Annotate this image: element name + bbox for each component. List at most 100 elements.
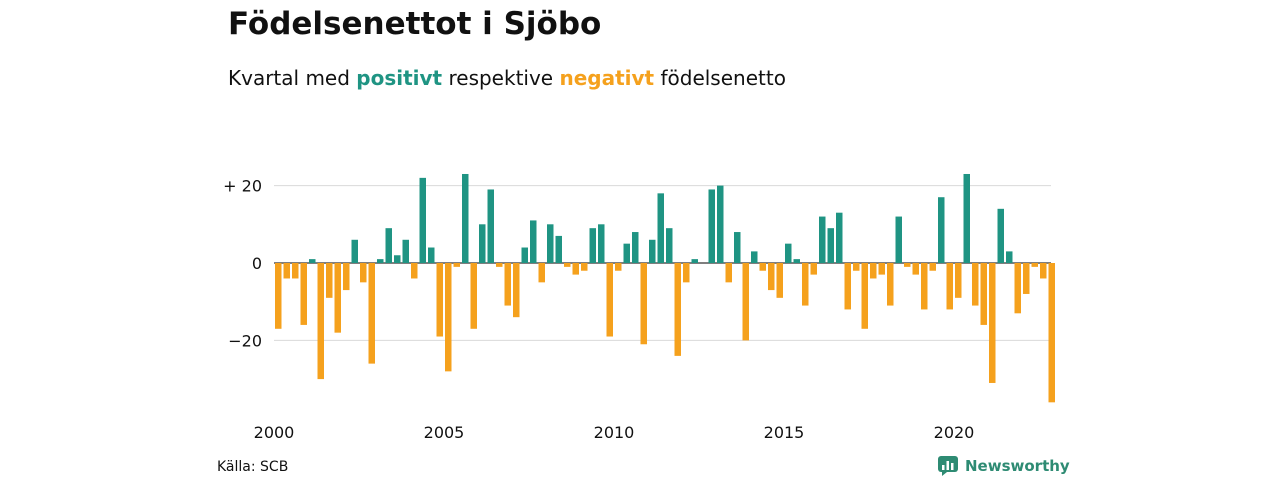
bar xyxy=(929,263,936,271)
bar xyxy=(904,263,911,267)
bar xyxy=(657,193,664,263)
brand-logo[interactable]: Newsworthy xyxy=(938,456,1070,476)
bar xyxy=(870,263,877,279)
bar xyxy=(785,243,792,263)
bar xyxy=(946,263,953,310)
bar xyxy=(997,208,1004,263)
bar xyxy=(691,259,698,263)
bar xyxy=(751,251,758,263)
bar xyxy=(521,247,528,263)
y-tick-label: 0 xyxy=(252,254,262,273)
bar xyxy=(555,235,562,263)
bar xyxy=(802,263,809,306)
bar xyxy=(394,255,401,263)
bar xyxy=(1014,263,1021,314)
bar xyxy=(853,263,860,271)
bar xyxy=(963,173,970,263)
bar xyxy=(419,177,426,263)
bar xyxy=(980,263,987,325)
source-note: Källa: SCB xyxy=(217,459,289,475)
bar xyxy=(878,263,885,275)
bar xyxy=(606,263,613,337)
bar xyxy=(615,263,622,271)
bars xyxy=(275,173,1055,403)
bar xyxy=(300,263,307,325)
bar xyxy=(309,259,316,263)
bar xyxy=(725,263,732,283)
bar xyxy=(623,243,630,263)
bar xyxy=(470,263,477,329)
bar xyxy=(504,263,511,306)
bar xyxy=(972,263,979,306)
subtitle-prefix: Kvartal med xyxy=(228,66,357,90)
bar xyxy=(734,232,741,263)
bar xyxy=(921,263,928,310)
bar xyxy=(955,263,962,298)
x-tick-label: 2005 xyxy=(424,423,465,442)
bar xyxy=(385,228,392,263)
bar xyxy=(453,263,460,267)
bar xyxy=(402,239,409,263)
bar xyxy=(487,189,494,263)
chart-title: Födelsenettot i Sjöbo xyxy=(228,6,602,42)
bar xyxy=(598,224,605,263)
bar xyxy=(564,263,571,267)
bar xyxy=(513,263,520,318)
bar xyxy=(827,228,834,263)
bar xyxy=(819,216,826,263)
bar xyxy=(793,259,800,263)
bar xyxy=(938,197,945,263)
bar xyxy=(708,189,715,263)
bar xyxy=(810,263,817,275)
bar xyxy=(538,263,545,283)
bar xyxy=(479,224,486,263)
bar xyxy=(742,263,749,341)
bar xyxy=(649,239,656,263)
bar xyxy=(462,173,469,263)
bar xyxy=(640,263,647,345)
bar xyxy=(1040,263,1047,279)
bar xyxy=(530,220,537,263)
bar xyxy=(589,228,596,263)
bar xyxy=(411,263,418,279)
tick-labels: + 20 0 −20 2000 2005 2010 2015 2020 xyxy=(223,177,974,442)
bar xyxy=(496,263,503,267)
newsworthy-logo-icon xyxy=(938,456,958,476)
bar xyxy=(674,263,681,356)
bar xyxy=(759,263,766,271)
bar xyxy=(326,263,333,298)
bar xyxy=(776,263,783,298)
bar xyxy=(989,263,996,383)
x-tick-label: 2015 xyxy=(764,423,805,442)
subtitle-suffix: födelsenetto xyxy=(654,66,786,90)
bar xyxy=(887,263,894,306)
bar xyxy=(1031,263,1038,267)
bar xyxy=(283,263,290,279)
bar xyxy=(632,232,639,263)
bar xyxy=(292,263,299,279)
bar xyxy=(428,247,435,263)
bar xyxy=(844,263,851,310)
bar xyxy=(351,239,358,263)
bar xyxy=(768,263,775,291)
bar xyxy=(717,185,724,263)
bar xyxy=(683,263,690,283)
bar xyxy=(275,263,282,329)
bar xyxy=(368,263,375,364)
x-tick-label: 2020 xyxy=(934,423,975,442)
bar xyxy=(1048,263,1055,403)
x-tick-label: 2000 xyxy=(254,423,295,442)
bar xyxy=(1023,263,1030,294)
bar xyxy=(912,263,919,275)
bar xyxy=(547,224,554,263)
bar xyxy=(581,263,588,271)
bar xyxy=(861,263,868,329)
subtitle-positive-word: positivt xyxy=(356,66,443,90)
brand-name: Newsworthy xyxy=(965,457,1070,475)
bar xyxy=(666,228,673,263)
bar xyxy=(360,263,367,283)
bar xyxy=(572,263,579,275)
bar xyxy=(436,263,443,337)
bar xyxy=(1006,251,1013,263)
